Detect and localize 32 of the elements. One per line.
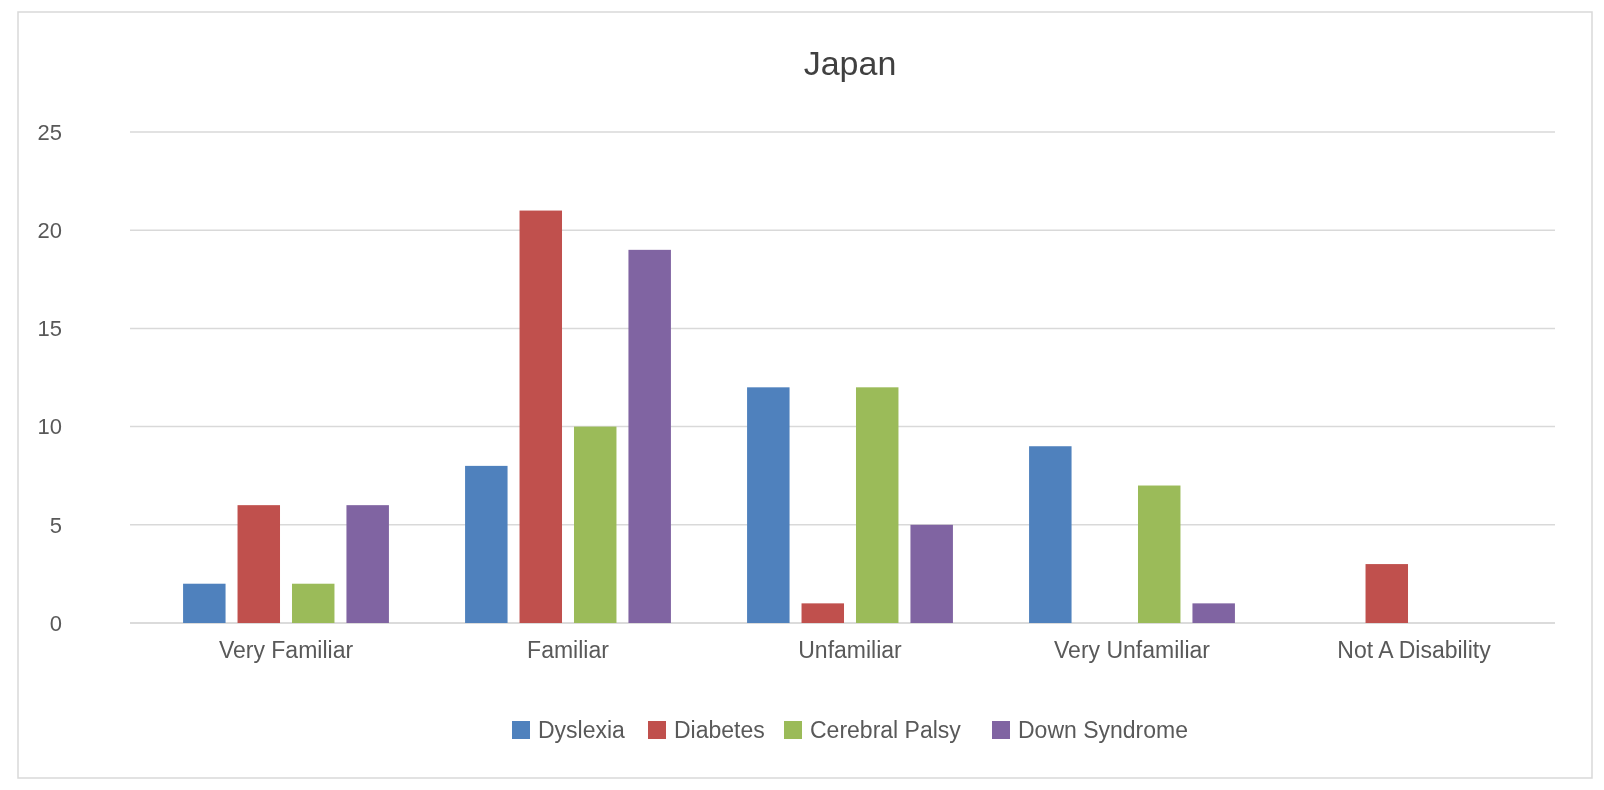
x-tick-label: Very Unfamiliar (1054, 637, 1211, 663)
bar (855, 387, 899, 623)
bar (519, 210, 563, 623)
y-tick-label: 0 (49, 610, 62, 636)
x-tick-label: Familiar (527, 637, 610, 663)
bar (1192, 603, 1235, 623)
legend-label: Diabetes (674, 717, 765, 744)
bar (628, 249, 671, 623)
bar (465, 465, 508, 623)
bar (237, 505, 281, 623)
chart-title: Japan (803, 44, 897, 82)
legend-label: Down Syndrome (1018, 717, 1189, 744)
y-tick-label: 25 (37, 119, 62, 145)
bar (747, 387, 790, 623)
legend-label: Cerebral Palsy (810, 717, 962, 744)
y-tick-label: 5 (49, 512, 62, 538)
bar (801, 603, 845, 623)
y-tick-label: 15 (37, 316, 62, 342)
bar (1365, 564, 1409, 623)
bar (183, 583, 226, 623)
bar (910, 524, 953, 623)
x-tick-label: Unfamiliar (798, 637, 903, 663)
x-tick-label: Not A Disability (1337, 637, 1492, 663)
bar (291, 583, 335, 623)
y-tick-label: 10 (37, 414, 62, 440)
bar (1029, 446, 1072, 623)
y-tick-label: 20 (37, 217, 62, 243)
x-tick-label: Very Familiar (218, 637, 354, 663)
bar (1137, 485, 1181, 623)
legend-label: Dyslexia (538, 717, 626, 744)
bar (346, 505, 389, 623)
bar (573, 426, 617, 623)
